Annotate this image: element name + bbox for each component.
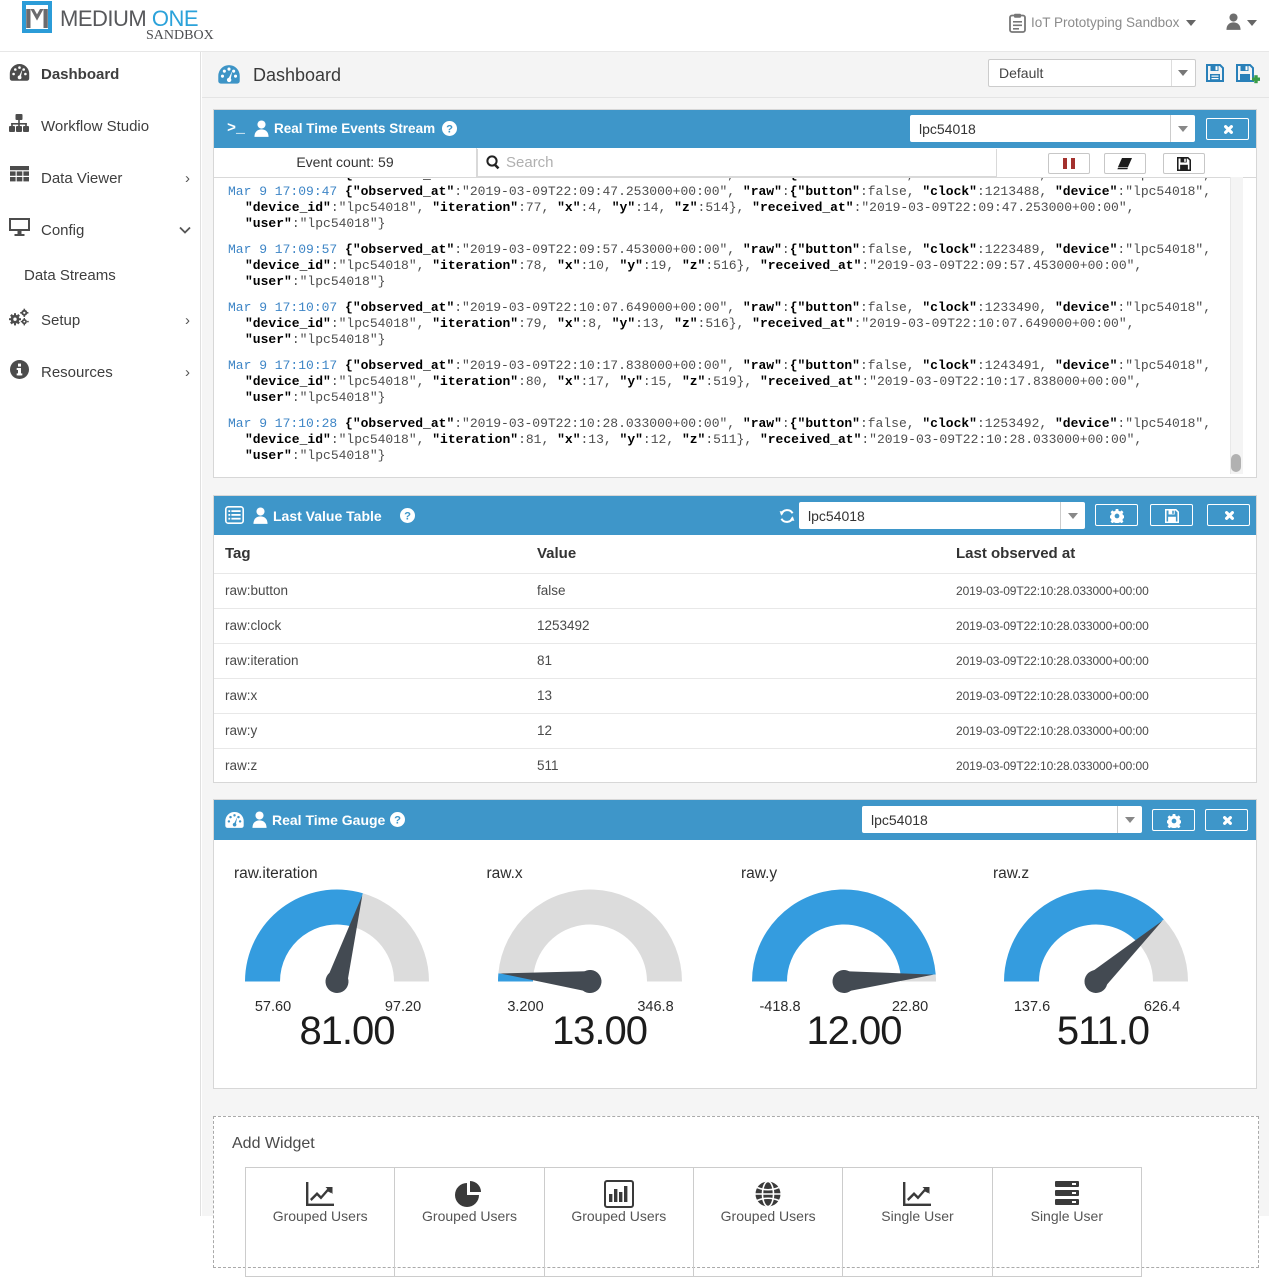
svg-text:?: ?: [404, 510, 411, 522]
svg-text:?: ?: [446, 123, 453, 135]
svg-text:?: ?: [394, 814, 401, 826]
